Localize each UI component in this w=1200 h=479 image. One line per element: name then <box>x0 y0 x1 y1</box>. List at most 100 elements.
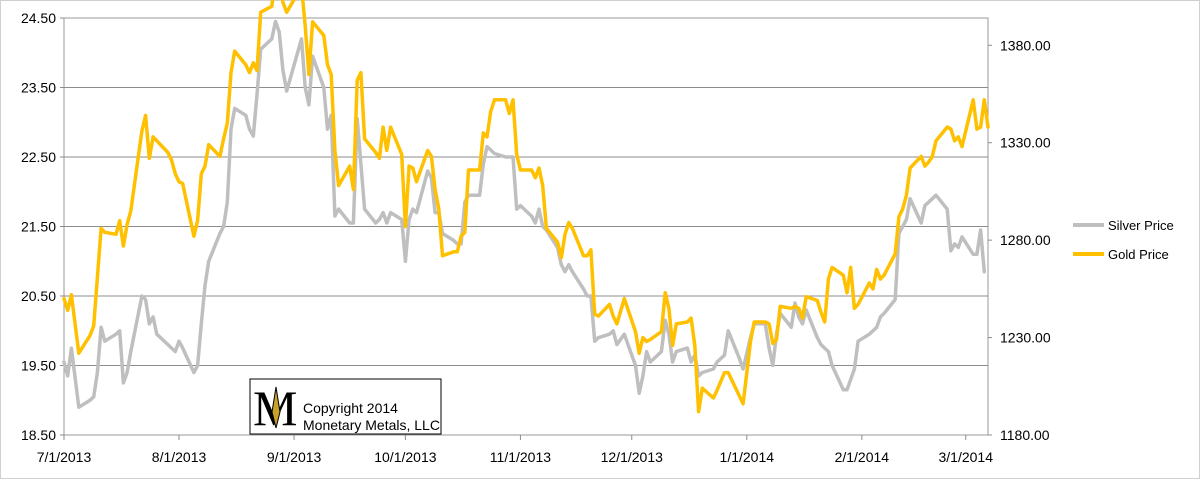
data-point <box>323 86 325 89</box>
data-point <box>230 71 232 74</box>
data-point <box>278 31 281 33</box>
data-point <box>697 410 700 413</box>
y-axis-right: 1180.00 1230.00 1280.00 1330.00 1380.00 <box>1000 37 1051 443</box>
y-left-tick-label: 21.50 <box>21 219 56 235</box>
data-point <box>534 177 537 179</box>
data-point <box>256 93 258 96</box>
data-point <box>534 222 537 224</box>
data-point <box>961 145 963 148</box>
data-point <box>226 201 229 203</box>
data-point <box>219 155 221 158</box>
data-point <box>634 330 637 333</box>
data-point <box>430 177 433 179</box>
data-point <box>412 167 414 169</box>
data-point <box>950 128 952 130</box>
data-point <box>901 208 904 210</box>
data-point <box>226 122 229 124</box>
data-point <box>671 344 674 347</box>
data-point <box>927 201 930 203</box>
data-point <box>976 253 978 256</box>
data-point <box>868 333 871 336</box>
y-right-tick-label: 1230.00 <box>1000 330 1051 346</box>
y-right-tick-label: 1380.00 <box>1000 37 1051 53</box>
data-point <box>96 276 99 279</box>
data-point <box>586 295 588 297</box>
data-point <box>857 340 859 343</box>
data-point <box>790 307 793 310</box>
copyright-watermark: M Copyright 2014 Monetary Metals, LLC <box>249 378 442 436</box>
watermark-box <box>249 378 442 435</box>
data-point <box>118 330 121 332</box>
data-point <box>104 340 106 343</box>
data-point <box>285 90 288 92</box>
data-point <box>560 256 563 259</box>
data-point <box>883 312 885 315</box>
data-point <box>323 34 325 37</box>
data-point <box>801 323 804 325</box>
data-point <box>701 371 704 374</box>
data-point <box>797 307 800 310</box>
data-point <box>434 188 436 191</box>
data-point <box>104 231 106 234</box>
data-point <box>909 167 911 169</box>
data-point <box>519 204 522 207</box>
data-point <box>953 140 956 142</box>
data-point <box>898 216 900 218</box>
data-point <box>642 336 644 339</box>
data-point <box>282 1 284 4</box>
data-point <box>660 330 663 333</box>
data-point <box>541 184 544 187</box>
data-point <box>148 323 151 325</box>
data-point <box>616 343 618 346</box>
data-point <box>712 368 715 370</box>
data-point <box>716 361 718 363</box>
data-point <box>853 368 856 370</box>
data-point <box>326 128 329 130</box>
series-layer <box>62 0 990 414</box>
monetary-metals-logo: M <box>253 380 297 436</box>
data-point <box>935 194 937 196</box>
data-point <box>456 251 459 253</box>
data-point <box>408 218 410 221</box>
data-point <box>96 371 99 374</box>
data-point <box>879 316 882 318</box>
data-point <box>356 79 359 82</box>
data-point <box>126 371 128 374</box>
data-point <box>259 11 262 13</box>
data-point <box>946 208 948 210</box>
data-point <box>248 128 251 130</box>
data-point <box>686 347 689 349</box>
data-point <box>382 211 384 214</box>
y-right-tick-label: 1280.00 <box>1000 232 1051 248</box>
data-point <box>571 270 574 273</box>
data-point <box>768 323 770 325</box>
data-point <box>167 151 169 154</box>
data-point <box>950 250 952 252</box>
legend-label-silver: Silver Price <box>1108 218 1174 233</box>
data-point <box>389 211 392 214</box>
x-tick-label: 9/1/2013 <box>267 449 322 465</box>
data-point <box>282 69 284 71</box>
data-point <box>983 270 986 273</box>
data-point <box>716 389 718 392</box>
data-point <box>857 303 859 306</box>
data-point <box>664 319 666 322</box>
x-tick-label: 12/1/2013 <box>601 449 663 465</box>
data-point <box>233 107 236 110</box>
data-point <box>753 321 755 323</box>
data-point <box>612 330 614 332</box>
data-point <box>412 208 414 210</box>
data-point <box>868 282 871 284</box>
data-point <box>230 128 232 130</box>
data-point <box>545 227 548 230</box>
data-point <box>178 340 180 343</box>
watermark-line1: Copyright 2014 <box>303 400 398 416</box>
data-point <box>245 114 247 117</box>
data-point <box>426 149 429 152</box>
data-point <box>593 313 596 316</box>
data-point <box>686 321 689 323</box>
data-point <box>115 233 117 236</box>
data-point <box>118 219 121 222</box>
data-point <box>63 361 65 363</box>
